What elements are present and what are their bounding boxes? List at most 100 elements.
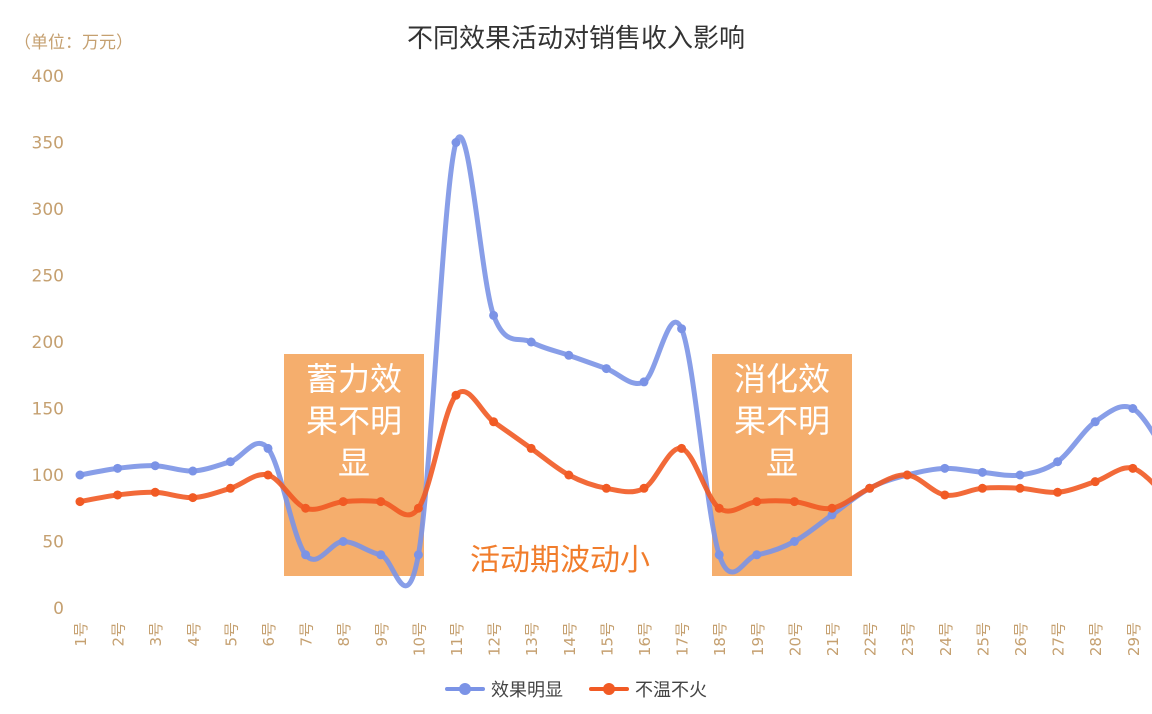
legend-swatch-series1 xyxy=(445,682,485,696)
data-point-series2 xyxy=(902,470,912,480)
data-point-series1 xyxy=(714,550,724,560)
data-point-series2 xyxy=(940,490,950,500)
x-tick-label: 17号 xyxy=(674,622,692,656)
legend-label-series2: 不温不火 xyxy=(635,680,707,701)
legend: 效果明显 不温不火 xyxy=(0,676,1152,702)
data-point-series1 xyxy=(413,550,423,560)
data-point-series1 xyxy=(225,457,235,467)
x-tick-label: 15号 xyxy=(598,622,616,656)
data-point-series1 xyxy=(376,550,386,560)
data-point-series1 xyxy=(263,443,273,453)
box-label-left: 果不明 xyxy=(306,402,402,440)
data-point-series1 xyxy=(827,510,837,520)
data-point-series2 xyxy=(601,483,611,493)
box-label-left: 显 xyxy=(338,444,370,482)
y-tick-label: 200 xyxy=(32,333,64,353)
data-point-series2 xyxy=(376,497,386,507)
x-tick-label: 14号 xyxy=(561,622,579,656)
legend-item-series2: 不温不火 xyxy=(589,676,707,702)
data-point-series2 xyxy=(301,503,311,513)
data-point-series2 xyxy=(977,483,987,493)
annotation-activity-period: 活动期波动小 xyxy=(470,543,650,578)
data-point-series2 xyxy=(639,483,649,493)
data-point-series2 xyxy=(1015,483,1025,493)
data-point-series1 xyxy=(113,463,123,473)
data-point-series2 xyxy=(1128,463,1138,473)
unit-label: （单位：万元） xyxy=(14,33,133,53)
x-tick-label: 3号 xyxy=(147,622,165,647)
highlight-box-left xyxy=(284,354,424,576)
x-tick-label: 24号 xyxy=(937,622,955,656)
x-tick-label: 28号 xyxy=(1087,622,1105,656)
x-tick-label: 1号 xyxy=(72,622,90,647)
x-tick-label: 6号 xyxy=(260,622,278,647)
data-point-series1 xyxy=(940,463,950,473)
chart-title: 不同效果活动对销售收入影响 xyxy=(406,24,745,54)
data-point-series1 xyxy=(564,350,574,360)
y-tick-label: 250 xyxy=(32,267,64,287)
y-tick-label: 100 xyxy=(32,466,64,486)
line-chart: 0 50 100 150 200 250 300 350 400 1号 2号 3号 4号 5号 6号 7号 8… xyxy=(32,67,1152,656)
data-point-series2 xyxy=(526,443,536,453)
legend-item-series1: 效果明显 xyxy=(445,676,563,702)
x-tick-label: 18号 xyxy=(711,622,729,656)
data-point-series1 xyxy=(489,310,499,320)
x-tick-label: 8号 xyxy=(335,622,353,647)
data-point-series1 xyxy=(338,537,348,546)
x-tick-label: 2号 xyxy=(110,622,128,647)
x-tick-label: 19号 xyxy=(749,622,767,656)
data-point-series1 xyxy=(1053,457,1063,467)
data-point-series2 xyxy=(113,490,123,500)
data-point-series2 xyxy=(564,470,574,480)
x-tick-label: 13号 xyxy=(523,622,541,656)
data-point-series2 xyxy=(150,487,160,497)
data-point-series2 xyxy=(1090,477,1100,487)
data-point-series2 xyxy=(225,483,235,493)
data-point-series2 xyxy=(338,497,348,507)
data-point-series2 xyxy=(677,443,687,453)
data-point-series2 xyxy=(865,483,875,493)
x-tick-label: 11号 xyxy=(448,622,466,656)
data-point-series2 xyxy=(714,503,724,513)
x-tick-label: 23号 xyxy=(899,622,917,656)
y-tick-label: 50 xyxy=(42,533,64,553)
data-point-series1 xyxy=(977,467,987,477)
legend-label-series1: 效果明显 xyxy=(491,680,563,701)
y-tick-label: 300 xyxy=(32,200,64,220)
x-tick-label: 10号 xyxy=(410,622,428,656)
x-tick-label: 12号 xyxy=(486,622,504,656)
box-label-right: 果不明 xyxy=(734,402,830,440)
data-point-series2 xyxy=(451,390,461,400)
data-point-series1 xyxy=(188,466,198,476)
data-point-series2 xyxy=(413,503,423,513)
y-tick-label: 150 xyxy=(32,400,64,420)
x-tick-label: 5号 xyxy=(222,622,240,647)
box-label-left: 蓄力效 xyxy=(306,360,402,398)
data-point-series2 xyxy=(789,497,799,507)
data-point-series1 xyxy=(789,537,799,546)
x-tick-label: 29号 xyxy=(1125,622,1143,656)
data-point-series2 xyxy=(489,417,499,427)
box-label-right: 显 xyxy=(766,444,798,482)
x-tick-label: 20号 xyxy=(786,622,804,656)
x-tick-label: 4号 xyxy=(185,622,203,647)
data-point-series2 xyxy=(752,497,762,507)
y-tick-label: 350 xyxy=(32,134,64,154)
data-point-series1 xyxy=(451,138,461,147)
data-point-series1 xyxy=(75,470,85,480)
x-tick-label: 27号 xyxy=(1050,622,1068,656)
data-point-series2 xyxy=(1053,487,1063,497)
data-point-series2 xyxy=(75,497,85,507)
data-point-series2 xyxy=(827,503,837,513)
x-tick-label: 25号 xyxy=(974,622,992,656)
y-tick-label: 0 xyxy=(53,599,64,619)
x-tick-label: 7号 xyxy=(298,622,316,647)
data-point-series1 xyxy=(601,364,611,374)
data-point-series1 xyxy=(1015,470,1025,480)
data-point-series1 xyxy=(1128,404,1138,413)
data-point-series1 xyxy=(1090,417,1100,427)
data-point-series2 xyxy=(188,493,198,503)
y-tick-label: 400 xyxy=(32,67,64,87)
data-point-series2 xyxy=(263,470,273,480)
x-tick-label: 21号 xyxy=(824,622,842,656)
